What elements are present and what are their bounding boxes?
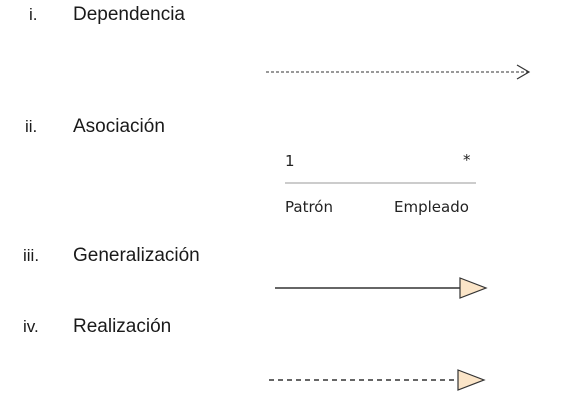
association-role-right: Empleado	[394, 198, 469, 216]
generalization-connector	[275, 277, 488, 299]
association-role-left: Patrón	[285, 198, 333, 216]
association-title: Asociación	[73, 116, 165, 137]
association-numeral: ii.	[25, 117, 38, 136]
realization-title: Realización	[73, 316, 172, 337]
association-multiplicity-right: *	[463, 151, 471, 169]
association-multiplicity-left: 1	[285, 152, 295, 170]
generalization-triangle-head	[459, 277, 488, 299]
realization-connector	[269, 369, 486, 391]
dependency-open-arrowhead	[516, 64, 531, 80]
generalization-title: Generalización	[73, 245, 200, 266]
realization-triangle-head	[457, 369, 486, 391]
realization-numeral: iv.	[23, 317, 39, 336]
dependency-numeral: i.	[29, 5, 38, 24]
dependency-connector	[266, 64, 531, 80]
dependency-title: Dependencia	[73, 4, 185, 25]
generalization-numeral: iii.	[23, 246, 40, 265]
